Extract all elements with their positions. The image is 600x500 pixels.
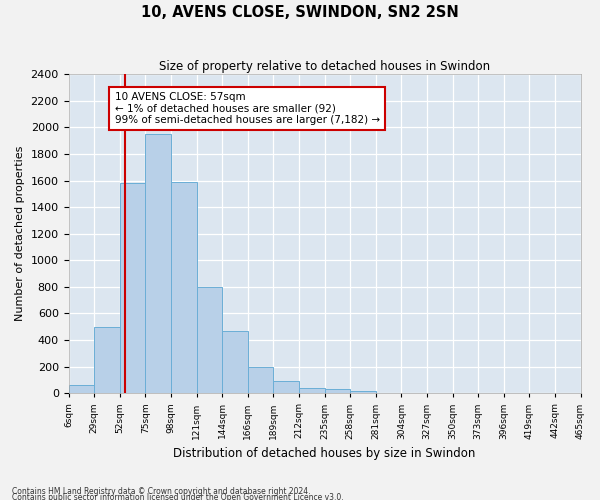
Bar [197,287,222,394]
Text: 10 AVENS CLOSE: 57sqm
← 1% of detached houses are smaller (92)
99% of semi-detac: 10 AVENS CLOSE: 57sqm ← 1% of detached h… [115,92,380,125]
Bar [274,382,299,394]
Bar [248,368,274,394]
Title: Size of property relative to detached houses in Swindon: Size of property relative to detached ho… [159,60,490,73]
Bar [350,390,376,394]
Bar [171,182,197,394]
Text: Contains public sector information licensed under the Open Government Licence v3: Contains public sector information licen… [12,492,344,500]
Text: Contains HM Land Registry data © Crown copyright and database right 2024.: Contains HM Land Registry data © Crown c… [12,487,311,496]
Bar [325,390,350,394]
Bar [120,183,145,394]
Text: 10, AVENS CLOSE, SWINDON, SN2 2SN: 10, AVENS CLOSE, SWINDON, SN2 2SN [141,5,459,20]
Bar [222,331,248,394]
Bar [68,386,94,394]
X-axis label: Distribution of detached houses by size in Swindon: Distribution of detached houses by size … [173,447,476,460]
Bar [145,134,171,394]
Bar [299,388,325,394]
Y-axis label: Number of detached properties: Number of detached properties [15,146,25,322]
Bar [94,327,120,394]
